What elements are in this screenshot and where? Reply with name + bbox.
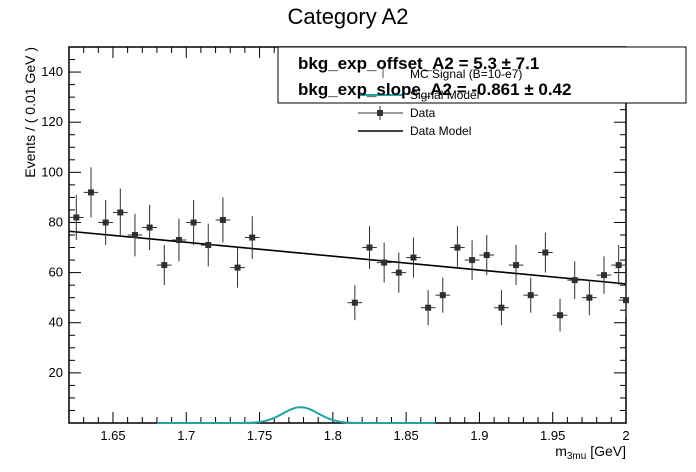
data-point bbox=[450, 226, 465, 269]
data-point bbox=[376, 242, 392, 283]
legend: MC Signal (B=10-e7) Signal Model Data Da… bbox=[277, 46, 687, 138]
data-point bbox=[112, 188, 128, 237]
signal-model-curve bbox=[156, 406, 436, 424]
legend-mc-signal: MC Signal (B=10-e7) bbox=[410, 67, 522, 81]
data-point bbox=[406, 237, 421, 278]
axis-ticks: 1.65 1.7 1.75 1.8 1.85 1.9 1.95 2 20 40 60 80 100 120… bbox=[41, 47, 630, 443]
data-point bbox=[83, 167, 99, 218]
x-tick-label: 1.85 bbox=[393, 428, 418, 443]
data-point bbox=[435, 277, 451, 313]
data-point bbox=[538, 232, 553, 273]
data-point bbox=[494, 290, 509, 326]
signal-model-layer bbox=[156, 406, 436, 424]
data-point bbox=[215, 197, 231, 243]
data-point bbox=[171, 218, 187, 262]
data-point bbox=[464, 240, 480, 281]
x-tick-label: 1.95 bbox=[540, 428, 565, 443]
data-point bbox=[69, 194, 84, 241]
x-tick-label: 2 bbox=[622, 428, 629, 443]
y-tick-label: 60 bbox=[49, 265, 63, 280]
x-tick-label: 1.75 bbox=[247, 428, 272, 443]
fit-result-slope: bkg_exp_slope_A2 = -0.861 ± 0.42 bbox=[298, 80, 571, 99]
data-point bbox=[611, 245, 626, 286]
data-point bbox=[98, 199, 113, 246]
y-tick-label: 140 bbox=[41, 64, 63, 79]
data-point bbox=[347, 285, 363, 321]
x-tick-label: 1.65 bbox=[100, 428, 125, 443]
chart-title: Category A2 bbox=[287, 4, 408, 29]
data-points-layer bbox=[69, 167, 629, 332]
legend-data-model: Data Model bbox=[410, 124, 471, 138]
x-tick-label: 1.8 bbox=[324, 428, 342, 443]
data-point bbox=[479, 235, 495, 276]
legend-data: Data bbox=[410, 106, 436, 120]
data-point bbox=[127, 213, 143, 257]
data-point bbox=[567, 261, 583, 299]
x-tick-label: 1.9 bbox=[470, 428, 488, 443]
y-tick-label: 120 bbox=[41, 114, 63, 129]
fit-result-offset: bkg_exp_offset_A2 = 5.3 ± 7.1 bbox=[298, 54, 539, 73]
data-point bbox=[391, 252, 407, 293]
data-point bbox=[230, 247, 245, 288]
data-point bbox=[244, 216, 260, 259]
y-tick-label: 100 bbox=[41, 164, 63, 179]
data-point bbox=[156, 245, 172, 286]
y-tick-label: 40 bbox=[49, 315, 63, 330]
data-point bbox=[582, 280, 597, 316]
data-point bbox=[618, 282, 629, 318]
y-axis-label: Events / ( 0.01 GeV ) bbox=[22, 47, 38, 178]
data-point bbox=[186, 199, 201, 246]
data-point bbox=[420, 290, 436, 326]
legend-box bbox=[277, 46, 687, 104]
y-tick-label: 80 bbox=[49, 214, 63, 229]
data-point bbox=[362, 226, 377, 269]
x-axis-label: m3mu [GeV] bbox=[555, 443, 626, 462]
y-tick-label: 20 bbox=[49, 365, 63, 380]
data-point bbox=[508, 245, 524, 286]
data-point bbox=[552, 298, 568, 332]
data-model-line bbox=[68, 230, 627, 285]
data-point bbox=[200, 223, 216, 267]
x-tick-label: 1.7 bbox=[177, 428, 195, 443]
legend-signal-model: Signal Model bbox=[410, 88, 479, 102]
data-point bbox=[523, 277, 539, 313]
data-point bbox=[596, 256, 612, 294]
data-point bbox=[142, 204, 157, 251]
data-model-layer bbox=[68, 230, 627, 285]
legend-data-marker bbox=[358, 106, 403, 120]
